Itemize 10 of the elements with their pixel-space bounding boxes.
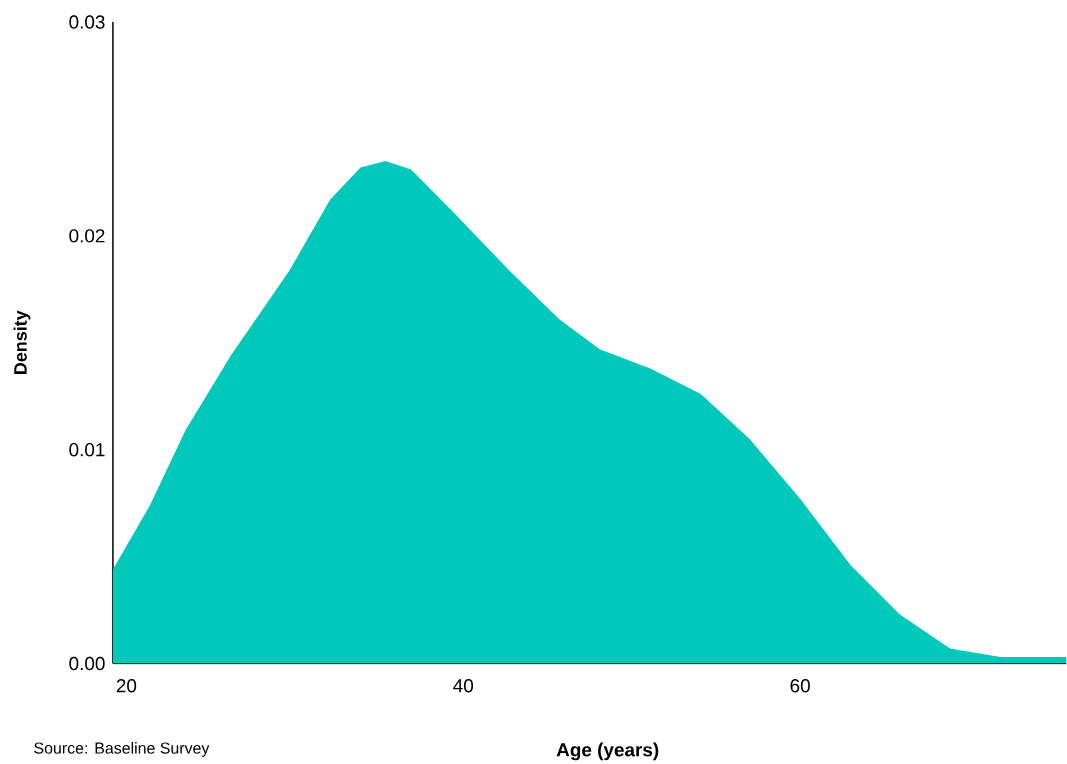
y-axis-title: Density: [13, 310, 31, 374]
y-tick-label: 0.03: [69, 15, 105, 29]
x-tick-label: 20: [116, 678, 137, 693]
x-axis-title: Age (years): [556, 742, 659, 761]
x-tick-label: 40: [453, 678, 474, 693]
x-tick-label: 60: [790, 678, 810, 693]
source-note: Source: Baseline Survey: [34, 741, 210, 757]
y-tick-label: 0.02: [69, 228, 105, 243]
y-tick-label: 0.00: [69, 656, 105, 671]
y-tick-label: 0.01: [69, 442, 105, 457]
